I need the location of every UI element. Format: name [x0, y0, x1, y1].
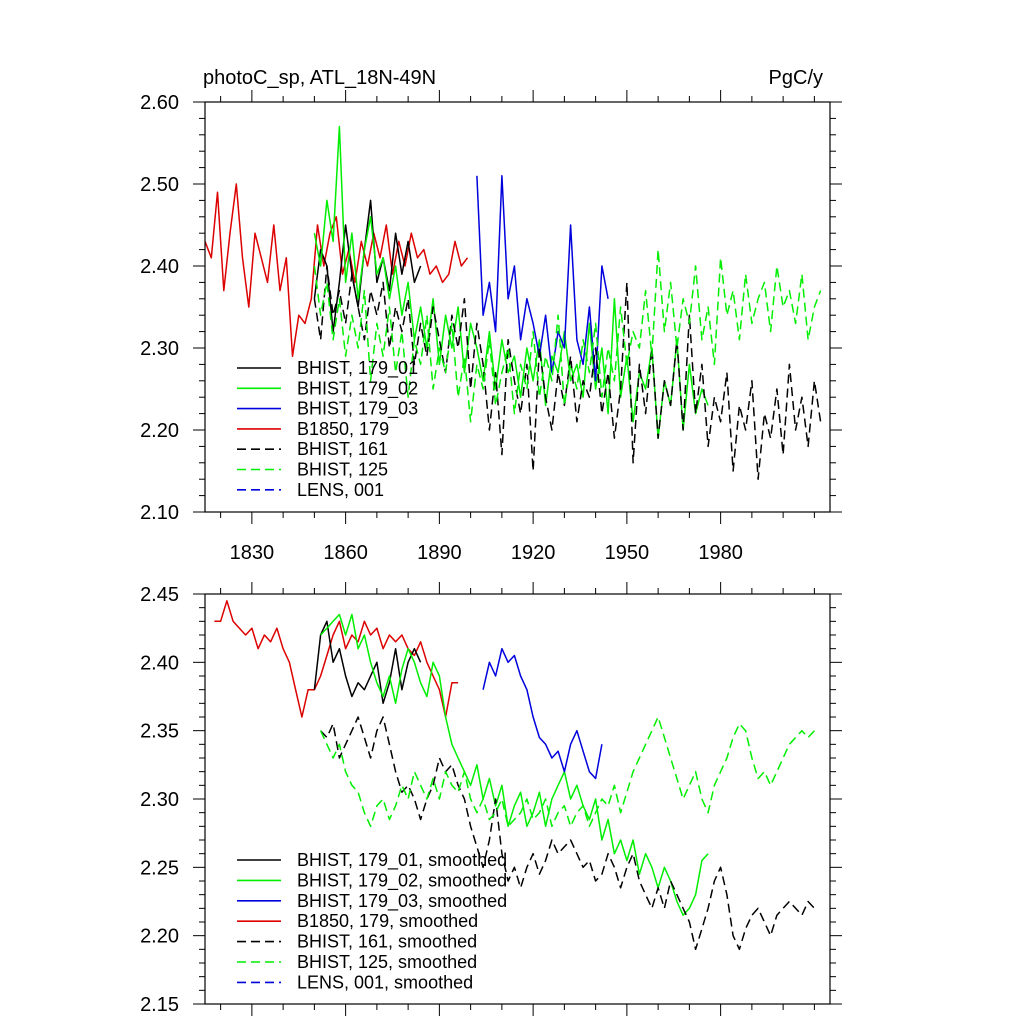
top-y-tick-label: 2.40 [140, 256, 179, 278]
bottom-legend-label: BHIST, 179_01, smoothed [297, 850, 507, 871]
top-x-tick-label: 1890 [417, 542, 462, 564]
bottom-legend-label: B1850, 179, smoothed [297, 911, 478, 931]
bottom-y-tick-label: 2.15 [140, 994, 179, 1016]
top-series-line-3 [476, 175, 609, 382]
top-x-tick-label: 1830 [230, 542, 275, 564]
bottom-legend-label: BHIST, 179_03, smoothed [297, 891, 507, 912]
top-x-tick-label: 1980 [698, 542, 743, 564]
bottom-y-tick-label: 2.40 [140, 652, 179, 674]
bottom-series-line-3 [482, 647, 603, 780]
top-chart-units: PgC/y [769, 67, 823, 89]
top-legend-label: BHIST, 161 [297, 439, 388, 459]
top-panel: 1830 1860 1890 1920 1950 1980 2.10 2.20 2.30 2.40… [140, 90, 842, 564]
bottom-series-line-1 [313, 620, 422, 705]
bottom-series-line-0 [214, 600, 459, 718]
top-y-tick-label: 2.30 [140, 338, 179, 360]
bottom-y-tick-label: 2.45 [140, 584, 179, 606]
top-y-tick-label: 2.50 [140, 174, 179, 196]
bottom-y-tick-label: 2.30 [140, 789, 179, 811]
top-legend-label: BHIST, 125 [297, 460, 388, 480]
bottom-y-tick-label: 2.35 [140, 721, 179, 743]
top-legend-label: BHIST, 179_01 [297, 358, 418, 379]
top-legend-label: BHIST, 179_03 [297, 399, 418, 420]
bottom-legend-label: LENS, 001, smoothed [297, 972, 473, 992]
bottom-legend-label: BHIST, 179_02, smoothed [297, 870, 507, 891]
bottom-y-tick-label: 2.20 [140, 926, 179, 948]
top-y-tick-label: 2.10 [140, 502, 179, 524]
top-legend-label: LENS, 001 [297, 480, 384, 500]
bottom-legend-label: BHIST, 125, smoothed [297, 952, 477, 972]
top-x-tick-label: 1920 [511, 542, 556, 564]
bottom-legend-label: BHIST, 161, smoothed [297, 932, 477, 952]
top-y-tick-label: 2.20 [140, 420, 179, 442]
top-x-tick-label: 1860 [323, 542, 368, 564]
top-series-line-4 [313, 265, 822, 480]
top-x-tick-label: 1950 [605, 542, 650, 564]
bottom-panel: 2.15 2.20 2.25 2.30 2.35 2.40 2.45 BHIST, 179_0… [140, 582, 842, 1016]
bottom-series-line-4 [320, 716, 815, 951]
top-y-tick-label: 2.60 [140, 92, 179, 114]
top-legend-label: B1850, 179 [297, 419, 389, 439]
bottom-series-line-2 [320, 613, 709, 916]
bottom-series-line-5 [319, 716, 815, 828]
top-series-line-1 [313, 199, 422, 333]
top-legend-label: BHIST, 179_02 [297, 378, 418, 399]
top-plot-frame [204, 101, 831, 513]
top-series-line-5 [313, 248, 822, 423]
bottom-y-tick-label: 2.25 [140, 857, 179, 879]
top-chart-title: photoC_sp, ATL_18N-49N [203, 67, 436, 89]
top-series-line-0 [205, 183, 469, 357]
